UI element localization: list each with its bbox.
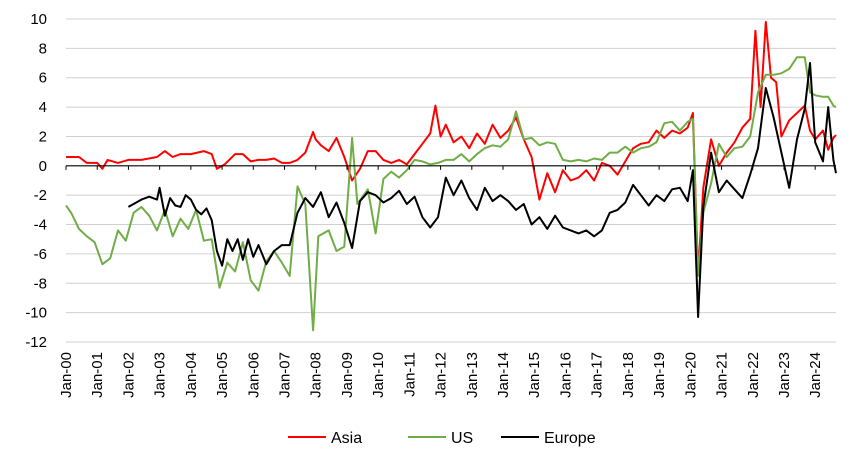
x-tick-label: Jan-07 [277, 352, 294, 398]
x-axis-tick-labels: Jan-00 Jan-01 Jan-02 Jan-03 Jan-04 Jan-05 Jan-… [58, 165, 824, 398]
legend-label-asia: Asia [331, 430, 362, 447]
x-tick-label: Jan-15 [526, 352, 543, 398]
y-tick-label: 4 [39, 99, 47, 116]
y-tick-label: 2 [39, 128, 47, 145]
legend: Asia US Europe [288, 430, 596, 447]
series-line-asia [66, 20, 837, 276]
x-tick-label: Jan-05 [214, 352, 231, 398]
x-tick-label: Jan-17 [589, 352, 606, 398]
x-tick-label: Jan-03 [152, 352, 169, 398]
x-tick-label: Jan-06 [245, 352, 262, 398]
y-tick-label: 0 [39, 158, 47, 175]
x-tick-label: Jan-24 [807, 352, 824, 398]
x-tick-label: Jan-10 [370, 352, 387, 398]
y-axis-tick-labels: 10 8 6 4 2 0 -2 -4 -6 -8 -10 -12 [25, 11, 47, 351]
x-tick-label: Jan-21 [714, 352, 731, 398]
y-tick-label: -4 [34, 217, 47, 234]
x-tick-label: Jan-00 [58, 352, 75, 398]
x-tick-label: Jan-19 [651, 352, 668, 398]
legend-label-europe: Europe [544, 430, 596, 447]
gridlines [66, 18, 836, 343]
legend-label-us: US [451, 430, 473, 447]
y-tick-label: -8 [34, 275, 47, 292]
x-tick-label: Jan-12 [433, 352, 450, 398]
x-tick-label: Jan-11 [401, 352, 418, 397]
x-tick-label: Jan-02 [120, 352, 137, 398]
x-tick-label: Jan-23 [776, 352, 793, 398]
y-tick-label: -10 [25, 305, 47, 322]
y-tick-label: -12 [25, 334, 47, 351]
x-tick-label: Jan-09 [339, 352, 356, 398]
x-tick-label: Jan-16 [558, 352, 575, 398]
series-line-europe [127, 62, 837, 318]
x-tick-label: Jan-08 [308, 352, 325, 398]
x-tick-label: Jan-04 [183, 352, 200, 398]
y-tick-label: 8 [39, 40, 47, 57]
y-tick-label: 10 [30, 11, 47, 28]
series-lines [65, 20, 837, 332]
series-line-us [65, 56, 837, 332]
x-tick-label: Jan-13 [464, 352, 481, 398]
x-tick-label: Jan-20 [682, 352, 699, 398]
x-tick-label: Jan-14 [495, 352, 512, 398]
y-tick-label: -6 [34, 246, 47, 263]
x-tick-label: Jan-01 [89, 352, 106, 398]
x-tick-label: Jan-22 [745, 352, 762, 398]
y-tick-label: 6 [39, 70, 47, 87]
y-tick-label: -2 [34, 187, 47, 204]
x-tick-label: Jan-18 [620, 352, 637, 398]
